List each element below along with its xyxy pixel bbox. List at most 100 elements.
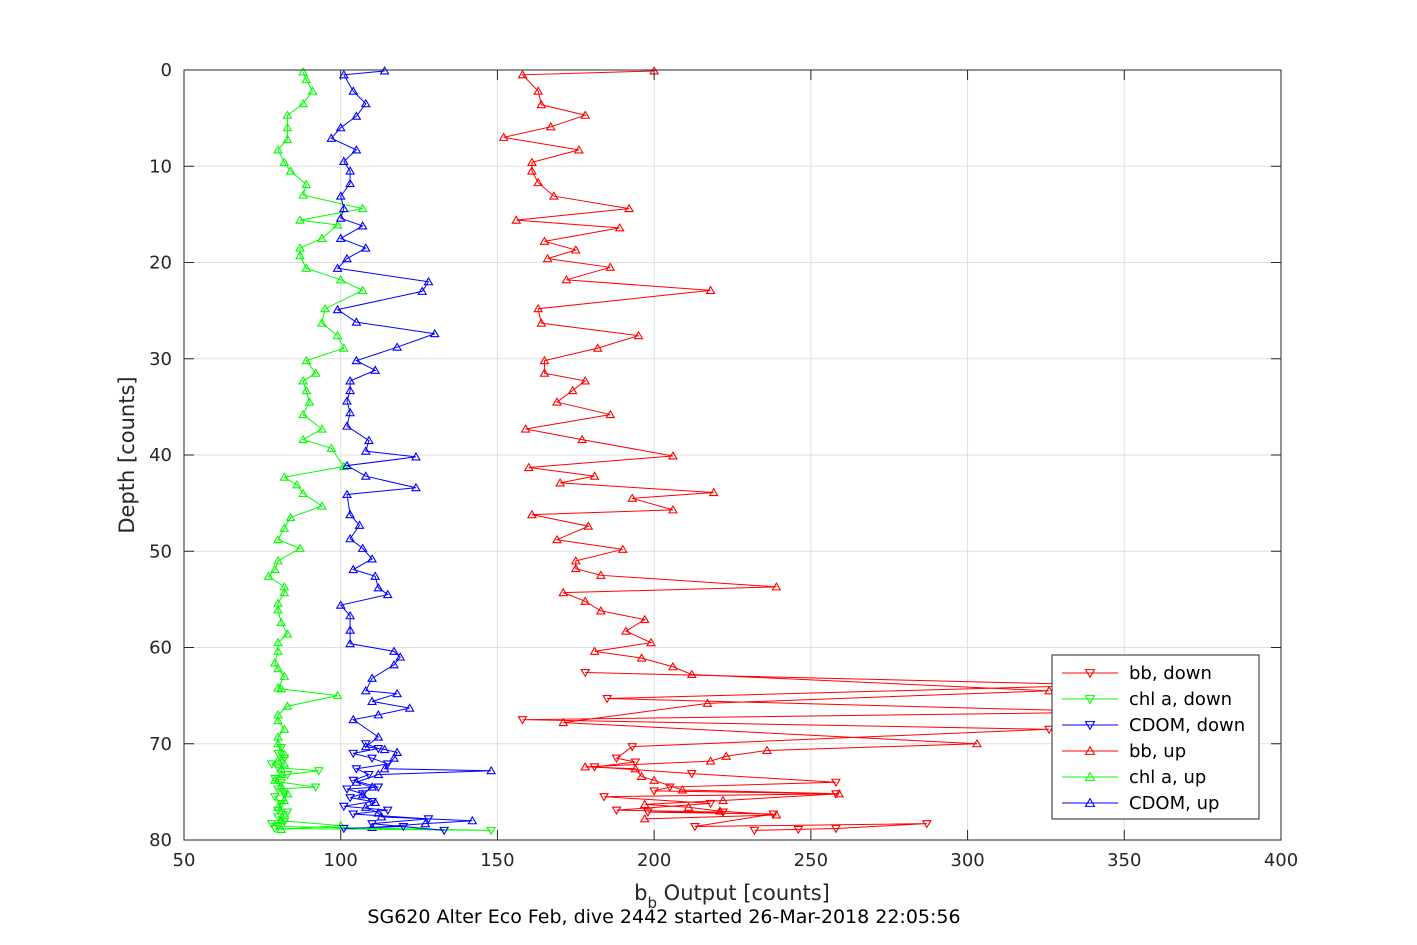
data-point-bb-up	[577, 434, 588, 444]
legend-marker	[1084, 669, 1096, 679]
data-point-cdom-up	[429, 328, 440, 338]
data-point-chl-a-down	[310, 783, 321, 792]
x-axis-label: bb Output [counts]	[634, 881, 830, 912]
data-point-bb-up	[667, 451, 678, 460]
data-point-bb-up	[517, 69, 528, 79]
legend-marker	[1084, 797, 1096, 807]
data-point-cdom-down	[348, 810, 359, 819]
data-point-chl-a-up	[282, 701, 293, 710]
data-point-bb-up	[552, 397, 562, 406]
data-point-bb-up	[639, 813, 650, 823]
data-point-cdom-down	[348, 776, 359, 786]
data-point-cdom-up	[345, 638, 356, 648]
data-point-chl-a-up	[269, 564, 280, 574]
data-point-bb-down	[630, 758, 641, 767]
data-point-bb-up	[536, 318, 547, 327]
data-point-chl-a-up	[301, 263, 312, 272]
data-point-bb-down	[1044, 725, 1055, 735]
data-point-bb-up	[533, 303, 544, 313]
data-point-chl-a-up	[301, 385, 312, 395]
data-point-cdom-up	[345, 509, 356, 519]
data-point-cdom-up	[373, 709, 384, 719]
data-point-chl-a-up	[285, 512, 296, 522]
data-point-chl-a-up	[298, 434, 309, 444]
data-point-cdom-up	[379, 66, 390, 75]
data-point-chl-a-up	[273, 715, 283, 725]
data-point-bb-down	[649, 787, 660, 796]
legend-item-bb-down: bb, down	[1062, 663, 1212, 684]
data-point-cdom-up	[348, 86, 359, 95]
data-point-bb-down	[517, 716, 528, 725]
data-point-cdom-up	[345, 533, 356, 543]
data-point-bb-down	[589, 763, 600, 772]
data-point-chl-a-up	[273, 534, 283, 544]
data-point-bb-down	[664, 783, 675, 792]
legend-item-cdom-down: CDOM, down	[1062, 715, 1245, 736]
data-point-bb-up	[526, 157, 537, 166]
data-point-bb-up	[646, 637, 656, 647]
data-point-bb-up	[511, 215, 522, 224]
data-point-cdom-up	[345, 385, 356, 395]
data-point-cdom-up	[417, 286, 428, 295]
data-point-cdom-up	[345, 625, 356, 634]
data-point-cdom-up	[370, 797, 381, 807]
data-point-chl-a-down	[486, 826, 497, 836]
data-point-cdom-up	[342, 421, 352, 430]
data-point-cdom-up	[360, 446, 371, 455]
data-point-bb-up	[583, 521, 594, 530]
data-point-chl-a-up	[298, 190, 309, 199]
data-point-cdom-down	[345, 794, 356, 803]
data-point-cdom-up	[338, 69, 349, 79]
series-chl-a-down	[266, 744, 497, 836]
data-point-cdom-up	[342, 489, 352, 499]
data-point-bb-down	[921, 820, 932, 829]
data-point-chl-a-up	[298, 409, 309, 419]
data-point-cdom-down	[439, 826, 450, 836]
data-point-cdom-up	[338, 203, 349, 213]
data-point-cdom-up	[351, 355, 362, 365]
data-point-bb-up	[567, 385, 578, 395]
y-tick-label: 70	[149, 734, 172, 755]
data-point-chl-a-up	[295, 543, 305, 552]
data-point-chl-a-up	[273, 637, 283, 647]
data-point-chl-a-up	[282, 788, 293, 798]
legend-item-bb-up: bb, up	[1062, 741, 1186, 762]
data-point-cdom-up	[363, 435, 374, 445]
data-point-cdom-up	[342, 460, 352, 470]
data-point-bb-up	[683, 802, 694, 811]
data-point-cdom-up	[360, 685, 371, 695]
data-point-bb-up	[705, 285, 716, 294]
data-point-cdom-down	[351, 765, 362, 774]
data-point-cdom-down	[373, 745, 384, 754]
legend-item-cdom-up: CDOM, up	[1062, 793, 1219, 814]
data-point-chl-a-up	[316, 424, 327, 433]
data-point-bb-up	[702, 698, 713, 707]
data-point-chl-a-up	[279, 749, 290, 758]
data-point-bb-up	[542, 253, 553, 263]
data-point-cdom-up	[467, 815, 478, 825]
data-point-bb-up	[620, 626, 631, 635]
data-point-chl-a-up	[307, 86, 318, 95]
data-point-chl-a-up	[291, 479, 302, 489]
data-point-chl-a-up	[273, 145, 283, 154]
data-point-chl-a-up	[282, 629, 293, 638]
data-point-cdom-up	[335, 191, 346, 200]
data-point-bb-up	[595, 606, 606, 615]
data-point-cdom-down	[338, 802, 349, 812]
data-point-chl-a-down	[266, 760, 277, 769]
legend-item-chl-a-up: chl a, up	[1062, 767, 1206, 788]
data-point-bb-up	[539, 355, 550, 365]
data-point-bb-up	[605, 409, 616, 419]
legend-label: CDOM, down	[1129, 715, 1245, 736]
figure-caption: SG620 Alter Eco Feb, dive 2442 started 2…	[367, 906, 960, 928]
data-point-cdom-up	[335, 233, 346, 242]
data-point-chl-a-down	[276, 778, 287, 788]
data-point-bb-up	[545, 121, 556, 131]
data-point-bb-up	[708, 487, 719, 497]
data-point-chl-a-up	[282, 122, 293, 132]
data-point-chl-a-up	[279, 523, 290, 532]
y-axis-label: Depth [counts]	[115, 376, 139, 533]
data-point-bb-up	[580, 596, 591, 605]
data-point-bb-up	[570, 563, 581, 573]
